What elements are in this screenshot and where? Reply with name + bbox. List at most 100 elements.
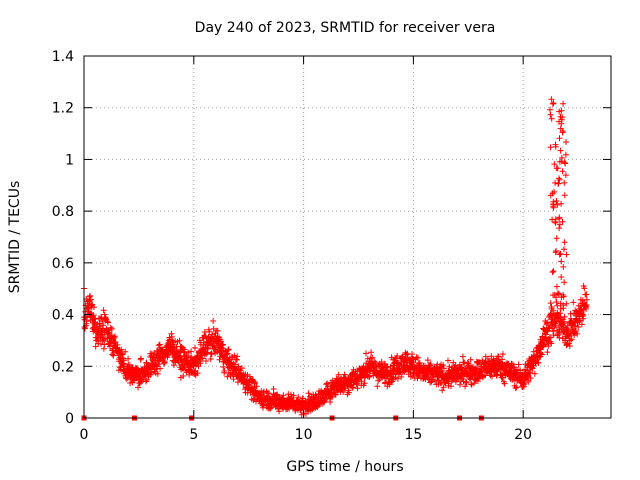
data-point [211, 342, 218, 349]
data-point [553, 235, 560, 242]
x-axis-label: GPS time / hours [286, 459, 403, 475]
data-point [556, 158, 563, 165]
data-point [368, 349, 375, 356]
data-point [100, 307, 107, 314]
y-tick-label: 1.4 [52, 49, 74, 65]
data-point [482, 372, 489, 379]
data-point [188, 369, 195, 376]
data-point [529, 365, 536, 372]
data-point [388, 379, 395, 386]
x-tick-label: 15 [404, 427, 422, 443]
data-point [192, 344, 198, 351]
data-point [250, 397, 257, 404]
data-point [148, 369, 155, 376]
data-point [203, 358, 209, 364]
data-point [234, 353, 241, 360]
data-point [100, 322, 107, 329]
data-point [424, 357, 431, 364]
data-point [225, 347, 232, 354]
y-axis-label: SRMTID / TECUs [7, 181, 23, 294]
data-point [440, 384, 447, 391]
data-point [290, 392, 297, 399]
data-point [155, 342, 162, 349]
data-point [548, 340, 555, 347]
data-point [525, 378, 532, 385]
data-point [560, 100, 567, 107]
data-point [538, 351, 545, 358]
data-point [511, 364, 518, 371]
data-point [137, 355, 144, 362]
x-tick-label: 20 [514, 427, 532, 443]
data-point [548, 96, 555, 103]
data-point [549, 100, 556, 107]
data-point [548, 304, 555, 310]
data-point [561, 313, 568, 320]
data-point [161, 358, 168, 365]
data-point [547, 192, 554, 199]
data-point [557, 113, 564, 120]
data-point [556, 251, 563, 258]
data-point [155, 361, 162, 368]
data-point [361, 380, 368, 387]
data-point [557, 250, 564, 257]
data-point [576, 317, 583, 324]
data-point [566, 333, 573, 340]
data-point [224, 373, 231, 380]
data-point [154, 370, 161, 377]
data-point [554, 290, 561, 297]
data-point [552, 179, 559, 186]
data-point [501, 380, 508, 387]
data-point [561, 279, 568, 286]
data-point [488, 353, 495, 360]
y-tick-label: 0.6 [52, 256, 74, 272]
data-point [573, 328, 579, 334]
data-point [527, 375, 534, 382]
data-point [561, 320, 567, 327]
data-point [552, 141, 559, 148]
data-point [557, 147, 564, 154]
data-point [210, 318, 217, 324]
data-point [562, 172, 569, 179]
data-point [176, 337, 183, 344]
data-point [185, 349, 192, 356]
data-points [81, 96, 590, 421]
data-point [440, 362, 447, 368]
data-point [363, 350, 369, 357]
data-point [558, 107, 565, 114]
data-point [305, 390, 312, 397]
data-point [221, 368, 228, 374]
data-point [180, 373, 187, 379]
data-point [499, 356, 505, 363]
data-point [354, 385, 361, 392]
data-point [553, 283, 560, 290]
data-point [499, 374, 506, 381]
data-point [535, 359, 542, 366]
data-point [332, 391, 339, 398]
plot-frame [83, 55, 612, 419]
data-point [270, 386, 277, 392]
data-point [216, 356, 223, 363]
data-point [160, 360, 167, 367]
data-point [165, 351, 172, 358]
data-point [552, 218, 559, 225]
data-point [95, 338, 102, 345]
data-point [553, 165, 560, 172]
data-point [463, 379, 470, 386]
y-tick-label: 0.8 [52, 204, 74, 220]
data-point [136, 380, 143, 387]
data-point [549, 269, 556, 276]
data-point [557, 305, 564, 312]
y-tick-label: 1 [65, 152, 74, 168]
data-point [335, 371, 342, 378]
data-point [517, 367, 524, 374]
data-point [276, 394, 283, 401]
data-point [366, 374, 373, 380]
data-point [266, 390, 273, 397]
data-point [563, 139, 569, 145]
data-point [234, 379, 241, 386]
data-point [583, 291, 590, 298]
data-point [579, 297, 586, 304]
data-point [581, 285, 588, 292]
data-point [489, 373, 495, 380]
data-point [547, 106, 553, 113]
